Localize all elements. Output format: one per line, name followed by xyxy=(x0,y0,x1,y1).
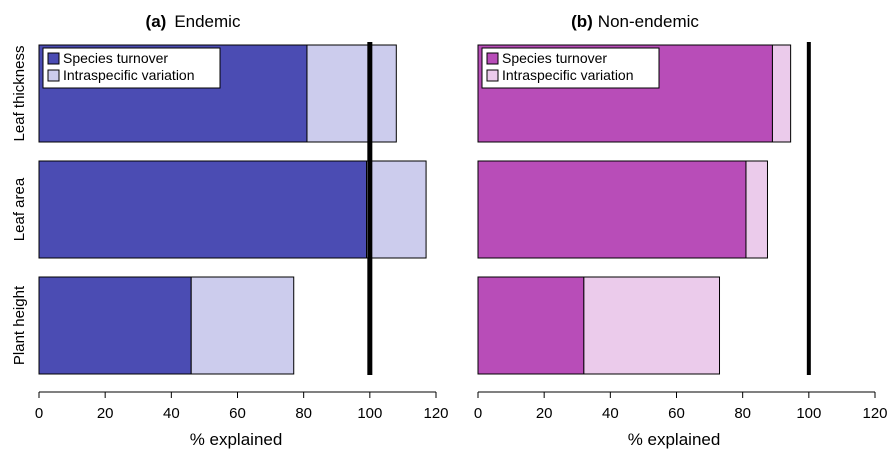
panel-b-title-text: Non-endemic xyxy=(598,12,700,31)
panel-b-legend-swatch-species-turnover xyxy=(486,52,499,65)
bar-leaf-thickness-intraspecific-variation xyxy=(306,44,397,143)
panel-b-tick-label-100: 100 xyxy=(796,405,821,422)
panel-a-category-labels: Leaf thickness Leaf area Plant height xyxy=(11,46,28,366)
panel-a-tick-label-100: 100 xyxy=(357,405,382,422)
panel-b-legend-swatch-intraspecific-variation xyxy=(486,69,499,82)
panel-non-endemic: (b) Non-endemic 0 20 40 60 80 100 120 Species t… xyxy=(474,12,888,449)
bar-plant-height-species-turnover xyxy=(38,276,192,375)
bar-plant-height-intraspecific-variation xyxy=(583,276,721,375)
panel-a-legend-box xyxy=(42,47,221,89)
category-label-leaf-area: Leaf area xyxy=(11,177,28,241)
panel-endemic: (a) Endemic 0 20 40 60 80 100 120 Leaf thicknes… xyxy=(11,12,449,449)
panel-b-tick-label-40: 40 xyxy=(602,405,619,422)
panel-b-tick-label-20: 20 xyxy=(536,405,553,422)
panel-a-tick-label-20: 20 xyxy=(97,405,114,422)
panel-a-legend-label-intraspecific-variation: Intraspecific variation xyxy=(63,67,195,83)
category-label-leaf-thickness: Leaf thickness xyxy=(11,46,28,142)
panel-a-legend-swatch-intraspecific-variation xyxy=(47,69,60,82)
bar-leaf-area-intraspecific-variation xyxy=(366,160,427,259)
category-label-plant-height: Plant height xyxy=(11,285,28,365)
panel-b-tick-label-0: 0 xyxy=(474,405,482,422)
panel-b-legend-label-species-turnover: Species turnover xyxy=(502,50,607,66)
bar-plant-height-species-turnover xyxy=(477,276,585,375)
bar-leaf-area-species-turnover xyxy=(38,160,368,259)
panel-a-legend-swatch-species-turnover xyxy=(47,52,60,65)
panel-b-tick-label-120: 120 xyxy=(862,405,887,422)
panel-a-tick-label-0: 0 xyxy=(35,405,43,422)
panel-b-legend-label-intraspecific-variation: Intraspecific variation xyxy=(502,67,634,83)
panel-b-x-axis: 0 20 40 60 80 100 120 xyxy=(474,391,888,422)
bar-leaf-area-species-turnover xyxy=(477,160,747,259)
panel-b-bars xyxy=(477,44,792,375)
panel-a-x-axis-title: % explained xyxy=(190,430,283,449)
bar-leaf-area-intraspecific-variation xyxy=(745,160,768,259)
bar-leaf-thickness-intraspecific-variation xyxy=(771,44,792,143)
panel-b-tick-label-80: 80 xyxy=(734,405,751,422)
panel-a-title-text: Endemic xyxy=(174,12,241,31)
panel-b-letter: (b) xyxy=(571,12,593,31)
panel-a-title: (a) Endemic xyxy=(146,12,241,31)
panel-b-title: (b) Non-endemic xyxy=(571,12,699,31)
panel-a-tick-label-60: 60 xyxy=(229,405,246,422)
panel-a-legend-label-species-turnover: Species turnover xyxy=(63,50,168,66)
panel-a-bars xyxy=(38,44,427,375)
panel-a-letter: (a) xyxy=(146,12,167,31)
panel-a-x-axis: 0 20 40 60 80 100 120 xyxy=(35,391,449,422)
panel-a-tick-label-40: 40 xyxy=(163,405,180,422)
panel-b-tick-label-60: 60 xyxy=(668,405,685,422)
panel-b-legend-box xyxy=(481,47,660,89)
panel-a-tick-label-80: 80 xyxy=(295,405,312,422)
panel-a-tick-label-120: 120 xyxy=(423,405,448,422)
bar-plant-height-intraspecific-variation xyxy=(190,276,295,375)
panel-b-x-axis-title: % explained xyxy=(628,430,721,449)
